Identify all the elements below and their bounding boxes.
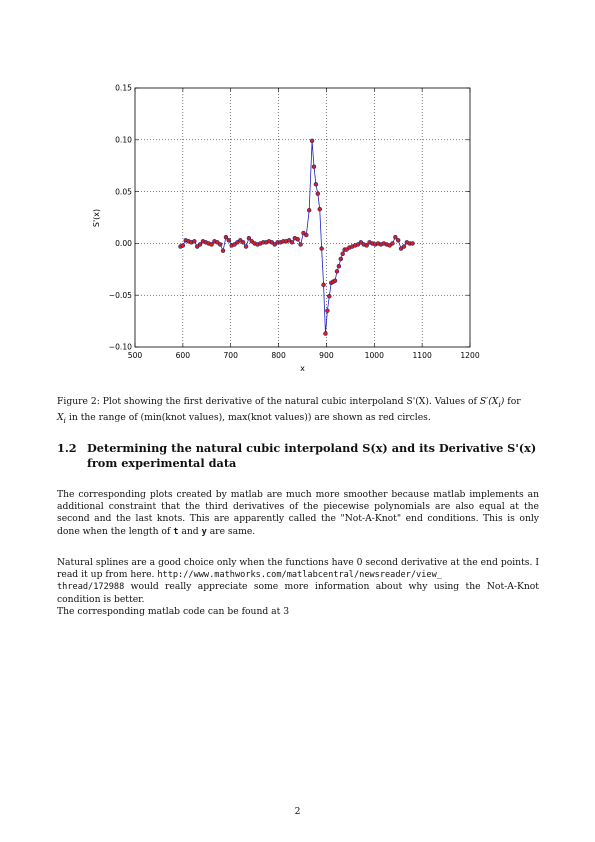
paragraph-natural-splines: Natural splines are a good choice only w…	[57, 557, 539, 618]
plot-grid	[135, 88, 470, 347]
paragraph2-text2: would really appreciate some more inform…	[57, 581, 539, 605]
knot-marker	[313, 182, 319, 187]
knot-marker	[319, 246, 324, 251]
caption-sub-i: i	[498, 399, 501, 409]
knot-marker	[311, 164, 317, 169]
knot-marker	[327, 294, 332, 299]
x-tick-label: 900	[319, 351, 334, 360]
caption-math-sprime: S′(X	[479, 396, 499, 407]
knot-marker	[235, 240, 240, 245]
knot-marker	[355, 242, 361, 247]
knot-marker	[340, 251, 345, 256]
knot-marker	[180, 243, 186, 248]
paragraph2-text: Natural splines are a good choice only w…	[57, 557, 539, 581]
knot-marker	[307, 208, 312, 213]
paragraph1-text: The corresponding plots created by matla…	[57, 489, 539, 537]
knot-marker	[323, 331, 328, 336]
knot-marker	[272, 242, 277, 247]
caption-lead: Figure 2: Plot showing the first derivat…	[57, 396, 480, 407]
knot-marker	[295, 237, 300, 242]
x-tick-label: 800	[271, 351, 286, 360]
knot-marker	[332, 278, 338, 283]
knot-marker	[289, 240, 295, 245]
knot-marker	[240, 240, 246, 245]
knot-marker	[215, 240, 220, 245]
knot-marker	[338, 256, 343, 262]
code-t: t	[173, 526, 179, 537]
paragraph1-end: are same.	[206, 525, 256, 537]
knot-marker	[269, 240, 275, 245]
caption-mid: for	[504, 396, 521, 407]
knot-marker	[401, 244, 407, 249]
knot-marker	[325, 308, 330, 313]
plot-frame	[134, 87, 471, 348]
x-tick-label: 700	[223, 351, 238, 360]
caption-math-x: X	[57, 411, 64, 423]
paragraph1-and: and	[178, 525, 202, 537]
caption-sub-i2: i	[63, 415, 66, 425]
knot-marker	[301, 230, 306, 236]
knot-marker	[246, 236, 252, 241]
knot-marker	[249, 239, 254, 244]
derivative-plot: 500 600 700 800 900 1000 1100 1200 −0.10 −0.05 0.0…	[92, 84, 480, 373]
knot-marker	[396, 238, 401, 243]
knot-marker	[209, 242, 214, 247]
section-heading: 1.2 Determining the natural cubic interp…	[57, 441, 539, 471]
knot-marker	[223, 234, 229, 240]
knot-marker	[286, 238, 292, 243]
knot-marker	[309, 138, 315, 144]
knot-marker	[217, 242, 223, 247]
knot-marker	[192, 239, 197, 244]
knot-marker	[358, 240, 364, 245]
x-tick-label: 1200	[460, 351, 479, 360]
knot-marker	[387, 243, 392, 248]
caption-math-close: )	[500, 396, 505, 407]
paragraph2-code-ref: The corresponding matlab code can be fou…	[57, 605, 290, 617]
knot-marker	[232, 242, 237, 247]
axis-ticks: 500 600 700 800 900 1000 1100 1200 −0.10 −0.05 0.0…	[109, 84, 480, 360]
section-number: 1.2	[57, 441, 77, 455]
x-tick-label: 1100	[412, 351, 431, 360]
page-number: 2	[294, 806, 301, 817]
knot-marker	[243, 244, 249, 249]
plot-series	[178, 138, 415, 336]
knot-marker	[317, 207, 322, 212]
knot-marker	[336, 263, 342, 269]
y-axis-label: S'(x)	[92, 209, 101, 227]
knot-marker	[197, 242, 203, 247]
knot-marker	[390, 241, 395, 246]
section-title: Determining the natural cubic interpolan…	[87, 441, 537, 470]
paragraph-matlab-plots: The corresponding plots created by matla…	[57, 489, 539, 538]
figure-caption: Figure 2: Plot showing the first derivat…	[57, 395, 539, 427]
y-tick-label: 0.10	[115, 136, 132, 145]
knot-marker	[238, 238, 243, 243]
knot-marker	[304, 232, 309, 238]
y-tick-label: −0.10	[109, 343, 132, 352]
y-tick-label: 0.15	[115, 84, 132, 93]
knot-marker	[315, 191, 321, 196]
x-axis-label: x	[300, 364, 305, 373]
knot-marker	[393, 234, 398, 240]
knot-marker	[220, 248, 226, 253]
x-tick-label: 500	[128, 351, 143, 360]
knot-marker	[334, 269, 340, 274]
mathworks-link[interactable]: http://www.mathworks.com/matlabcentral/n…	[157, 570, 442, 581]
knot-marker	[398, 246, 404, 251]
knot-marker	[226, 238, 232, 243]
y-tick-label: −0.05	[109, 291, 132, 300]
y-tick-label: 0.00	[115, 239, 132, 248]
knot-marker	[195, 244, 200, 249]
knot-marker	[321, 282, 326, 288]
knot-marker	[298, 242, 303, 247]
x-tick-label: 600	[176, 351, 191, 360]
knot-marker	[410, 241, 415, 246]
code-y: y	[201, 526, 207, 537]
knot-marker	[344, 247, 349, 252]
x-tick-label: 1000	[365, 351, 384, 360]
mathworks-link-cont[interactable]: thread/172988	[57, 582, 125, 593]
caption-tail: in the range of (min(knot values), max(k…	[66, 411, 431, 423]
knot-marker	[364, 243, 369, 248]
y-tick-label: 0.05	[115, 187, 132, 196]
